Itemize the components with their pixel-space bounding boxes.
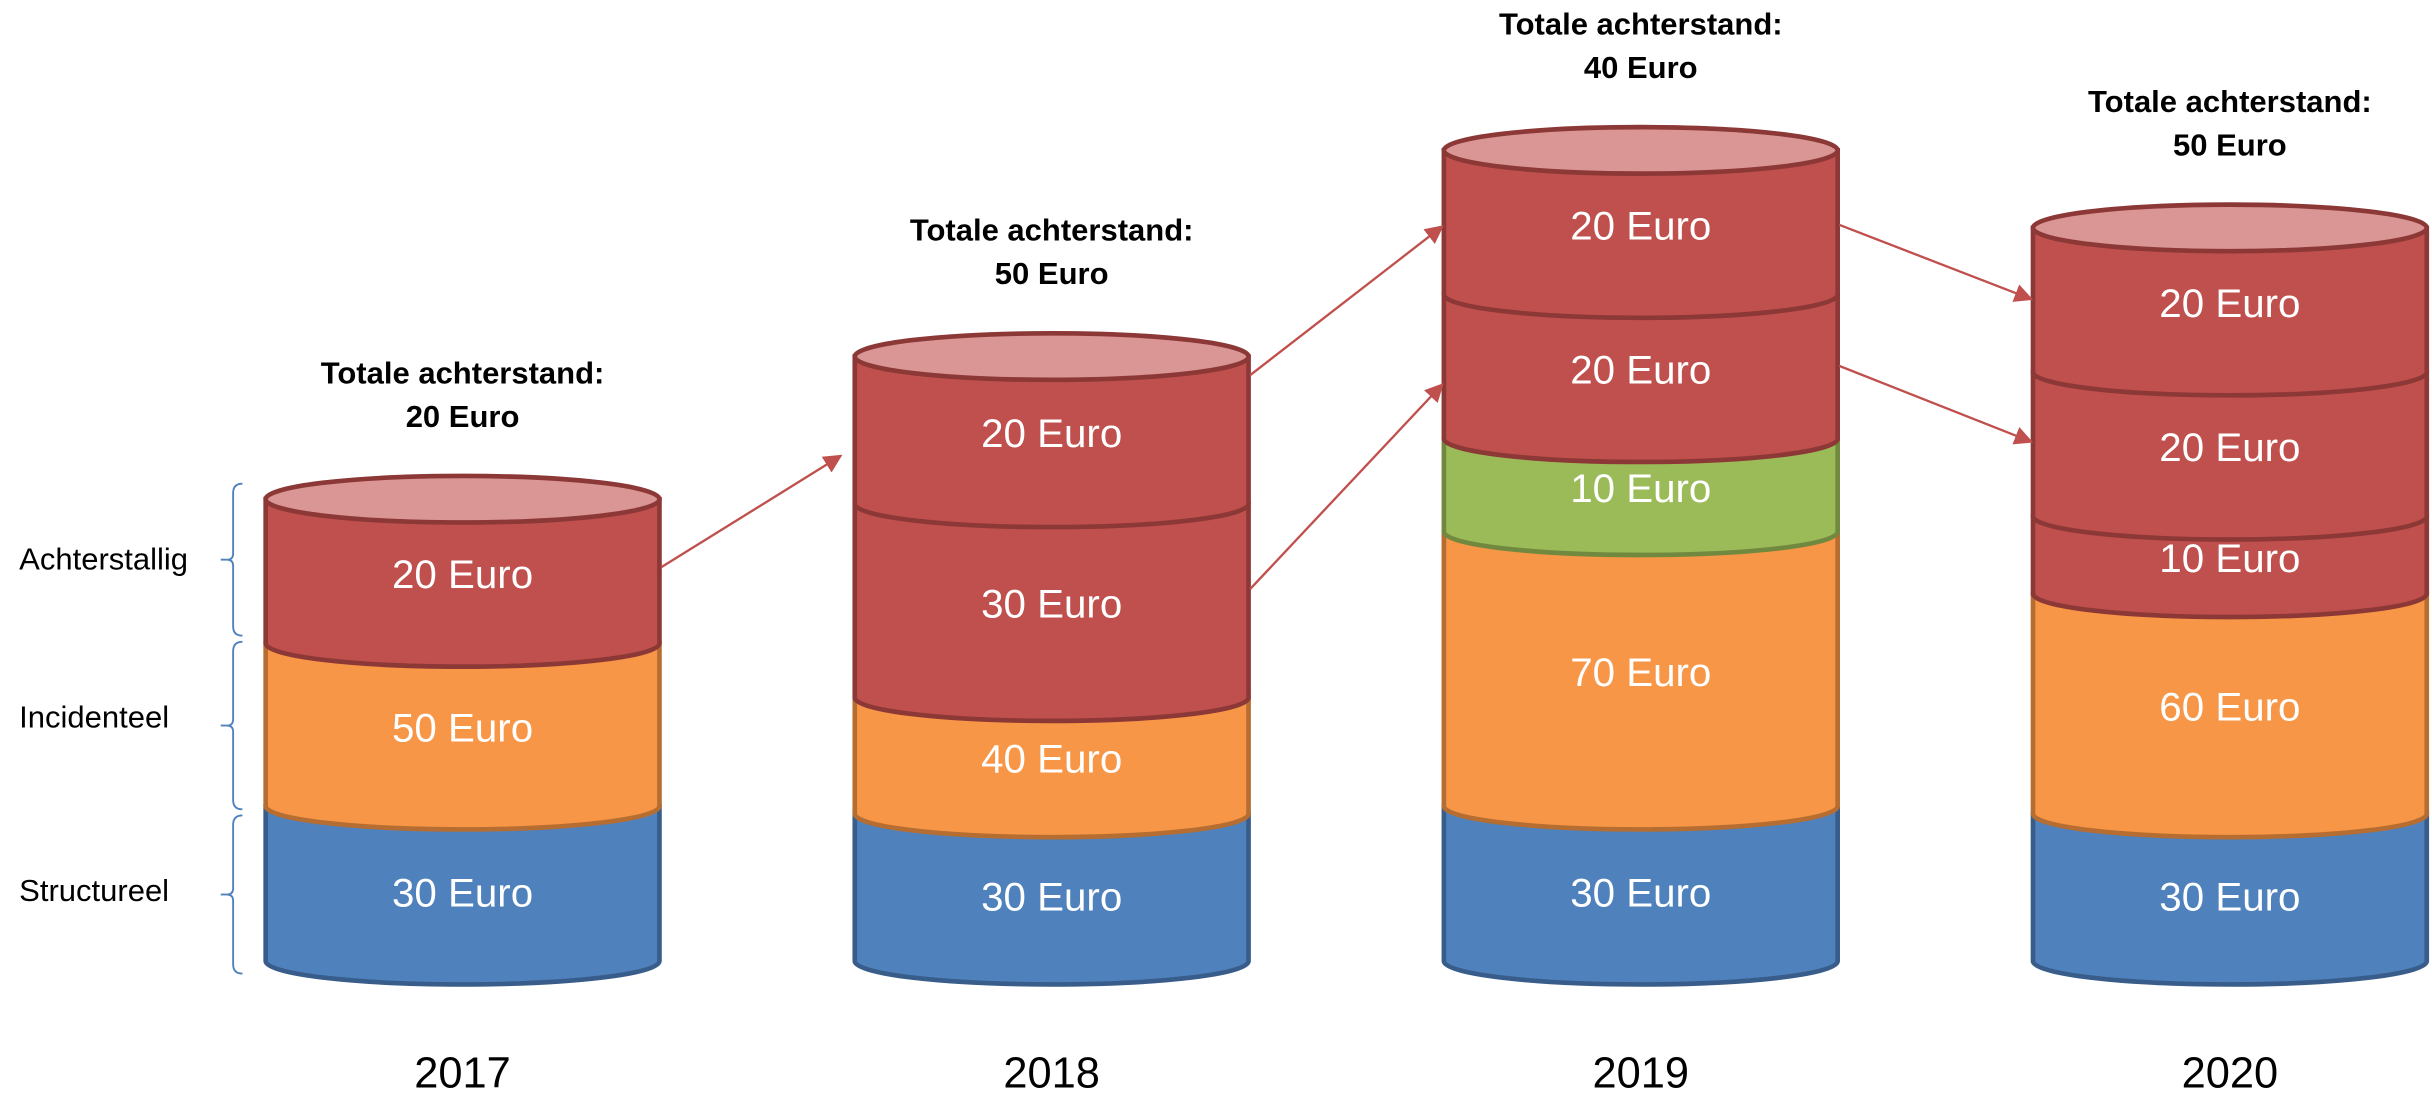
cylinder-segment	[263, 496, 662, 669]
cylinder-segment	[263, 641, 662, 832]
cylinder-segment	[852, 695, 1251, 840]
year-label: 2018	[1003, 1049, 1100, 1097]
segment-label: 30 Euro	[1570, 871, 1711, 916]
segment-label: 40 Euro	[981, 737, 1122, 782]
cylinder-segment	[852, 354, 1251, 530]
total-value: 50 Euro	[995, 256, 1109, 291]
cylinder-top	[263, 473, 662, 525]
cylinder-segment	[2030, 811, 2430, 987]
arrow	[1838, 364, 2034, 445]
side-label: Achterstallig	[19, 541, 188, 576]
cylinder-top	[852, 330, 1251, 383]
total-title: Totale achterstand:	[910, 213, 1194, 248]
segment-label: 20 Euro	[1570, 203, 1711, 248]
segment-label: 30 Euro	[2159, 875, 2300, 920]
cylinder-segment	[2030, 369, 2430, 542]
cylinder-segment	[263, 803, 662, 987]
brace	[226, 482, 243, 637]
arrow	[1249, 225, 1444, 377]
side-label: Incidenteel	[19, 700, 169, 735]
segment-label: 20 Euro	[2159, 281, 2300, 326]
cylinder-segment	[1441, 436, 1840, 558]
total-value: 40 Euro	[1584, 50, 1698, 85]
segment-label: 20 Euro	[981, 411, 1122, 456]
cylinder-segment	[852, 811, 1251, 987]
year-label: 2017	[414, 1049, 511, 1097]
year-label: 2019	[1593, 1049, 1690, 1097]
total-value: 50 Euro	[2173, 127, 2287, 162]
brace	[226, 640, 243, 811]
segment-label: 20 Euro	[392, 552, 533, 597]
cylinder-segment	[852, 501, 1251, 724]
total-value: 20 Euro	[406, 399, 520, 434]
total-title: Totale achterstand:	[321, 355, 605, 390]
side-label: Structureel	[19, 873, 169, 908]
cylinder-segment	[1441, 803, 1840, 987]
segment-label: 10 Euro	[1570, 466, 1711, 511]
cylinder	[852, 330, 1251, 987]
arrow	[1838, 223, 2034, 302]
arrow	[1249, 383, 1444, 590]
cylinder-segment	[2030, 513, 2430, 620]
arrow	[660, 454, 843, 569]
segment-label: 60 Euro	[2159, 685, 2300, 730]
cylinder	[2030, 202, 2430, 987]
cylinder	[1441, 124, 1840, 987]
total-title: Totale achterstand:	[2088, 84, 2372, 119]
cylinder-segment	[1441, 148, 1840, 321]
cylinder-segment	[1441, 292, 1840, 465]
segment-label: 10 Euro	[2159, 536, 2300, 581]
segment-label: 20 Euro	[2159, 425, 2300, 470]
segment-label: 70 Euro	[1570, 650, 1711, 695]
segment-label: 30 Euro	[981, 582, 1122, 627]
cylinder-segment	[2030, 591, 2430, 840]
segment-label: 30 Euro	[981, 875, 1122, 920]
cylinder-segment	[2030, 225, 2430, 398]
brace	[226, 814, 243, 975]
segment-label: 30 Euro	[392, 871, 533, 916]
segment-label: 20 Euro	[1570, 347, 1711, 392]
year-label: 2020	[2182, 1049, 2279, 1097]
cylinder-segment	[1441, 529, 1840, 832]
cylinder	[263, 473, 662, 987]
cylinder-top	[1441, 124, 1840, 176]
total-title: Totale achterstand:	[1499, 7, 1783, 42]
cylinder-top	[2030, 202, 2430, 254]
segment-label: 50 Euro	[392, 706, 533, 751]
